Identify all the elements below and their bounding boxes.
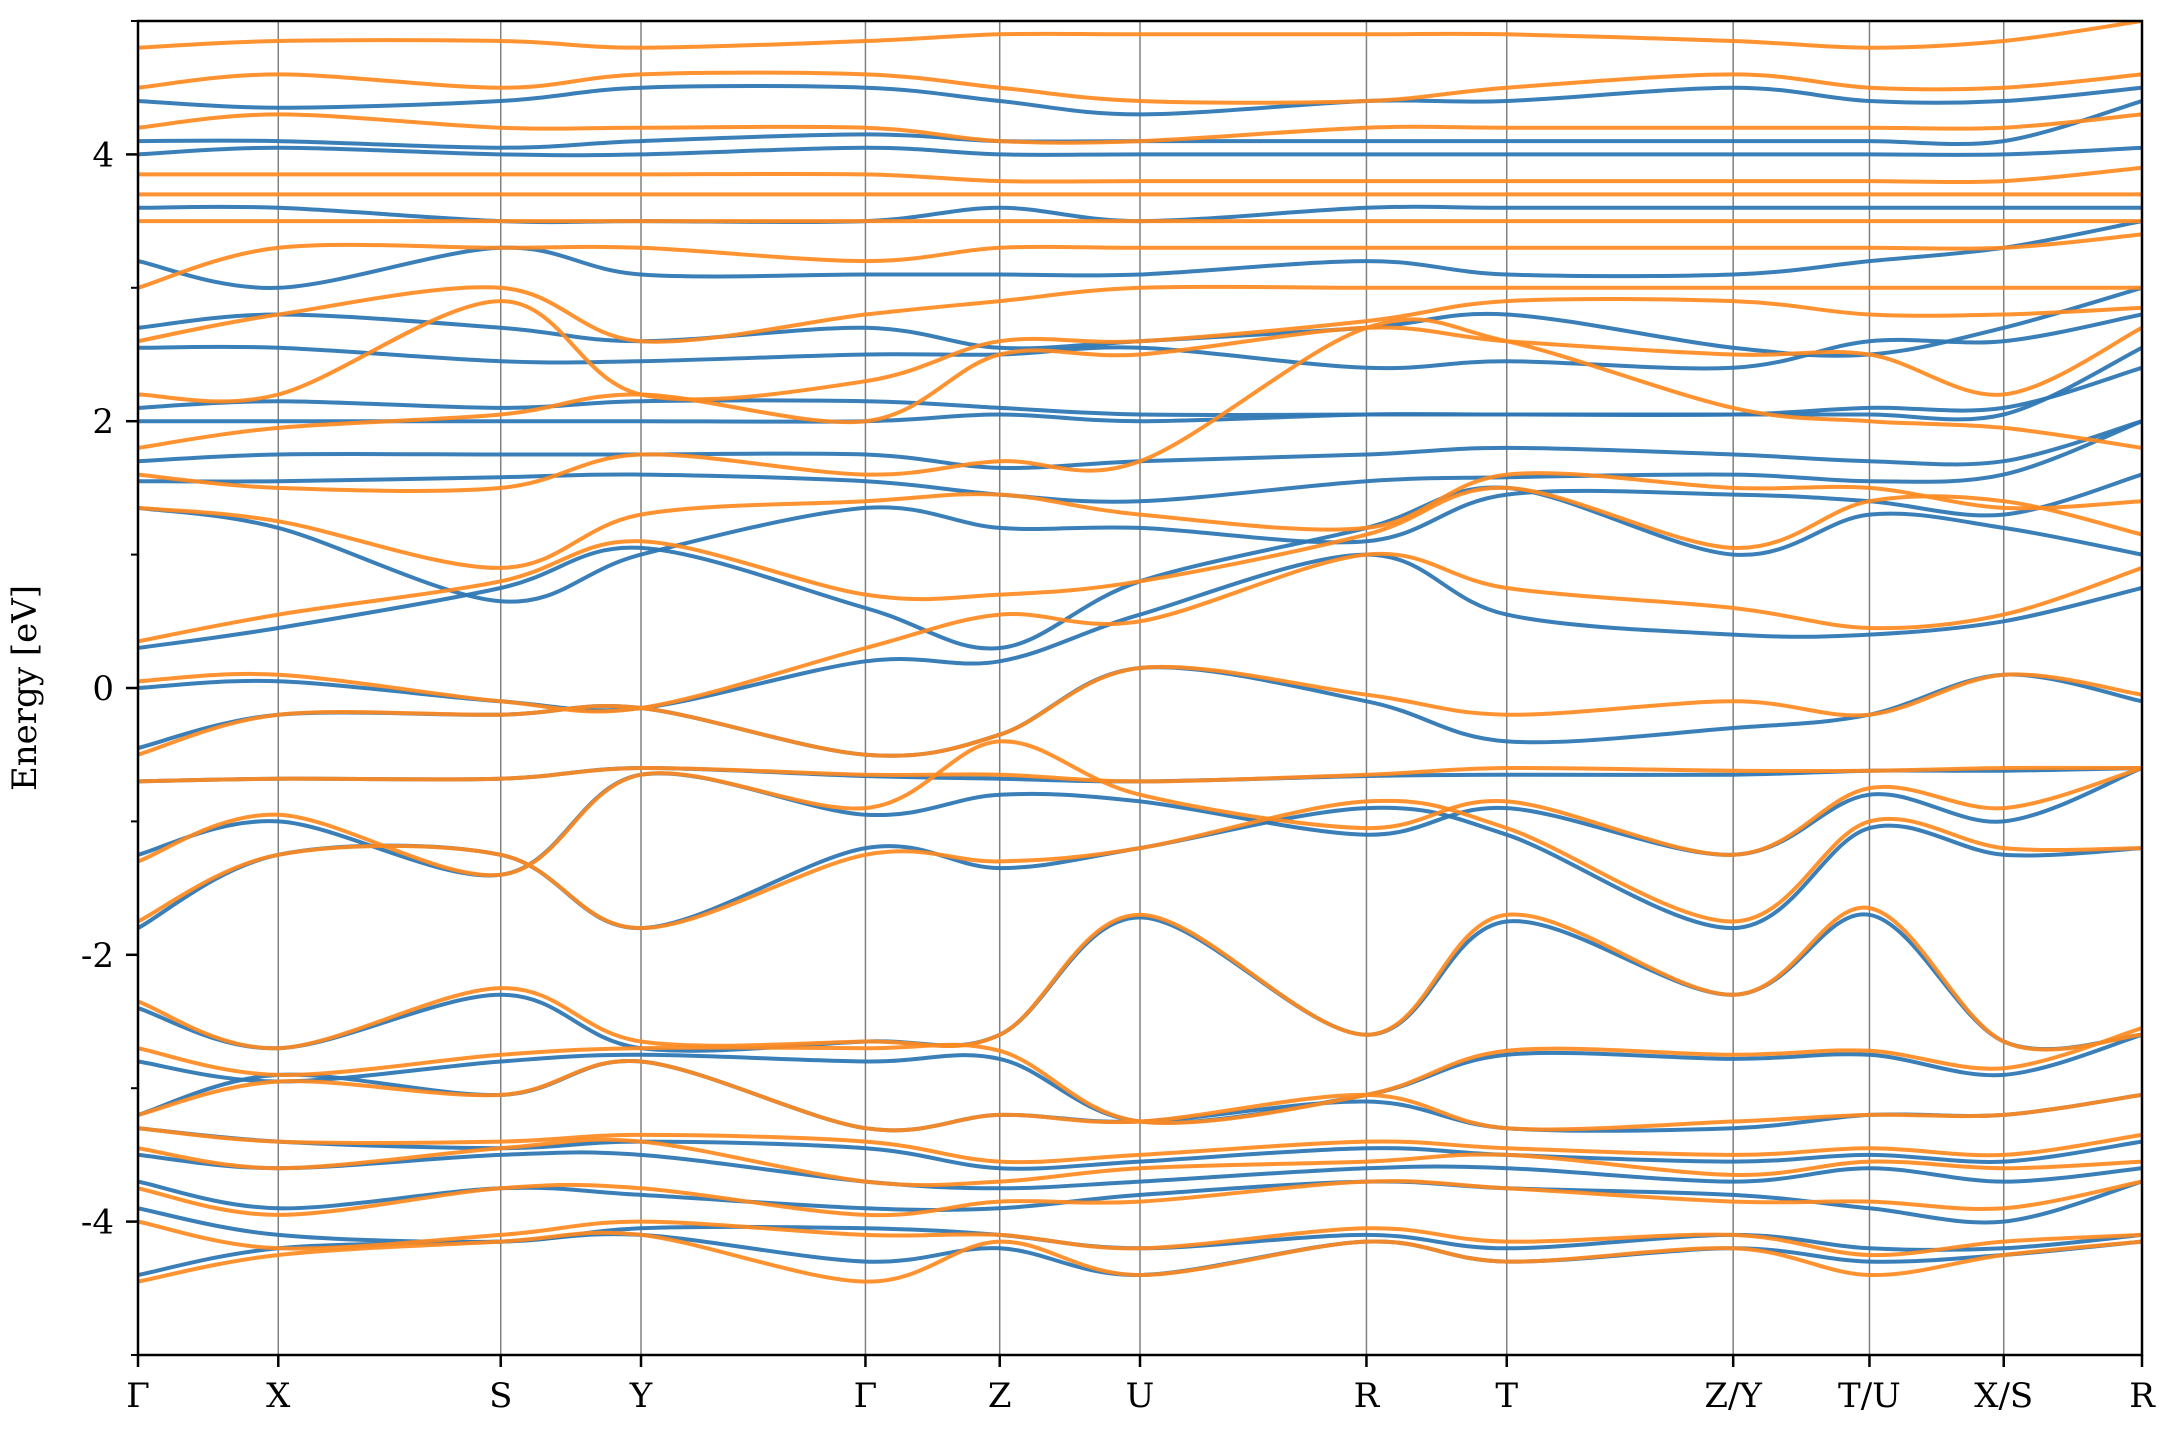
band-line-s1-16 xyxy=(138,419,2142,504)
band-line-s2-24 xyxy=(138,112,2142,145)
band-line-s2-13 xyxy=(138,551,2142,714)
x-tick-label: U xyxy=(1126,1376,1155,1416)
band-line-s2-18 xyxy=(138,297,2142,404)
band-line-s2-16 xyxy=(138,317,2142,493)
band-line-s2-23 xyxy=(138,165,2142,185)
y-axis-ticks: 4 2 0 -2 -4 xyxy=(81,20,138,1356)
band-line-s2-12 xyxy=(138,664,2142,758)
x-tick-label: S xyxy=(489,1376,512,1416)
x-tick-label: Z xyxy=(988,1376,1012,1416)
x-tick-label: X xyxy=(266,1376,291,1416)
x-tick-label: Γ xyxy=(854,1376,878,1416)
x-tick-label: Z/Y xyxy=(1704,1376,1762,1416)
band-line-s1-24 xyxy=(138,145,2142,158)
y-tick-label: -4 xyxy=(81,1203,114,1243)
band-line-s2-8 xyxy=(138,905,2142,1052)
band-line-s2-11 xyxy=(138,765,2142,784)
band-line-s2-9 xyxy=(138,798,2142,931)
band-line-s2-26 xyxy=(138,21,2142,50)
band-line-s2-5 xyxy=(138,1126,2142,1165)
x-tick-label: T/U xyxy=(1838,1376,1901,1416)
x-tick-label: X/S xyxy=(1974,1376,2033,1416)
x-tick-label: Y xyxy=(629,1376,653,1416)
y-tick-label: 0 xyxy=(92,669,114,709)
band-line-s2-10 xyxy=(138,739,2142,878)
x-tick-label: R xyxy=(1354,1376,1381,1416)
band-line-s1-18 xyxy=(138,365,2142,424)
kpath-lines xyxy=(277,21,2005,1355)
y-tick-label: 2 xyxy=(92,402,114,442)
band-line-s2-2 xyxy=(138,1219,2142,1258)
band-line-s1-4 xyxy=(138,1150,2142,1191)
x-tick-label: Γ xyxy=(126,1376,150,1416)
x-axis-ticks: Γ X S Y Γ Z U R T Z/Y T/U X/S R xyxy=(126,1355,2156,1416)
y-tick-label: 4 xyxy=(92,135,114,175)
band-line-s2-17 xyxy=(138,325,2142,450)
band-line-s2-20 xyxy=(138,232,2142,290)
band-line-s2-3 xyxy=(138,1179,2142,1218)
band-line-s1-15 xyxy=(138,472,2142,604)
y-axis-title: Energy [eV] xyxy=(5,585,45,791)
band-line-s1-26 xyxy=(138,84,2142,117)
band-line-s1-8 xyxy=(138,912,2142,1053)
y-tick-label: -2 xyxy=(81,936,114,976)
band-line-s1-20 xyxy=(138,312,2142,371)
band-line-s2-7 xyxy=(138,1026,2142,1125)
band-line-s2-1 xyxy=(138,1230,2142,1284)
band-line-s2-4 xyxy=(138,1137,2142,1188)
band-line-s2-15 xyxy=(138,471,2142,570)
band-lines xyxy=(138,21,2142,1284)
band-line-s2-14 xyxy=(138,485,2142,644)
x-tick-label: T xyxy=(1495,1376,1518,1416)
band-line-s1-19 xyxy=(138,345,2142,422)
band-line-s2-25 xyxy=(138,70,2142,105)
x-tick-label: R xyxy=(2129,1376,2156,1416)
band-line-s2-19 xyxy=(138,284,2142,344)
